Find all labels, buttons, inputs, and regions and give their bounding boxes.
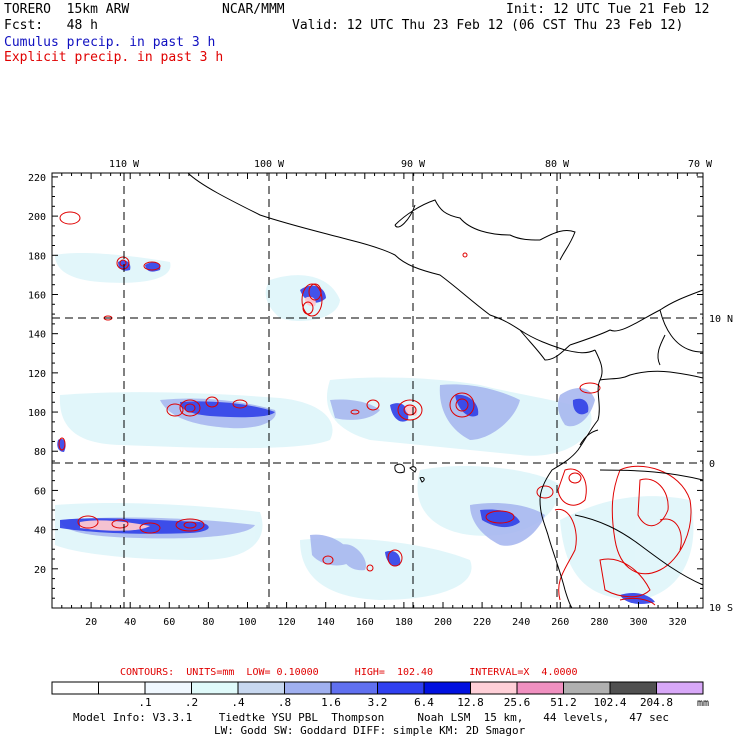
longitude-labels: 110 W 100 W 90 W 80 W 70 W xyxy=(109,159,713,170)
colorbar-swatch xyxy=(563,681,611,695)
valid-time: Valid: 12 UTC Thu 23 Feb 12 (06 CST Thu … xyxy=(292,18,684,33)
colorbar-label: 6.4 xyxy=(414,696,434,709)
colorbar-swatch xyxy=(470,681,518,695)
colorbar-label: 1.6 xyxy=(321,696,341,709)
x-tick-label: 200 xyxy=(434,617,452,628)
x-tick-labels: 20 40 60 80 100 120 140 160 180 200 220 240 260 280 30… xyxy=(85,617,687,628)
colorbar-swatch xyxy=(377,681,425,695)
cumulus-precip-light xyxy=(55,252,694,600)
axis-ticks xyxy=(51,173,703,609)
y-tick-label: 140 xyxy=(28,330,46,341)
contour-caption: CONTOURS: UNITS=mm LOW= 0.10000 HIGH= 10… xyxy=(120,667,578,678)
x-tick-label: 60 xyxy=(163,617,175,628)
x-tick-label: 180 xyxy=(395,617,413,628)
colorbar-swatch xyxy=(516,681,564,695)
y-tick-label: 120 xyxy=(28,369,46,380)
colorbar-labels: .1 .2 .4 .8 1.6 3.2 6.4 12.8 25.6 51.2 102.4 204.8 xyxy=(138,696,673,709)
colorbar xyxy=(51,681,704,695)
latitude-labels: 10 N 0 10 S xyxy=(709,314,733,614)
y-tick-label: 20 xyxy=(34,565,46,576)
x-tick-label: 20 xyxy=(85,617,97,628)
colorbar-label: 3.2 xyxy=(368,696,388,709)
colorbar-swatch xyxy=(330,681,378,695)
coastlines xyxy=(187,172,704,609)
colorbar-label: .8 xyxy=(278,696,291,709)
lat-label-10n: 10 N xyxy=(709,314,733,325)
colorbar-swatch xyxy=(609,681,657,695)
y-tick-label: 200 xyxy=(28,212,46,223)
colorbar-unit: mm xyxy=(697,698,709,709)
colorbar-swatch xyxy=(51,681,99,695)
explicit-precip-contours xyxy=(58,211,692,606)
lat-label-0: 0 xyxy=(709,459,715,470)
x-tick-label: 160 xyxy=(356,617,374,628)
x-tick-label: 100 xyxy=(238,617,256,628)
x-tick-label: 320 xyxy=(669,617,687,628)
colorbar-label: 102.4 xyxy=(593,696,626,709)
y-tick-label: 180 xyxy=(28,251,46,262)
x-tick-label: 260 xyxy=(551,617,569,628)
y-tick-label: 80 xyxy=(34,447,46,458)
colorbar-label: 51.2 xyxy=(550,696,577,709)
colorbar-label: 25.6 xyxy=(504,696,531,709)
x-tick-label: 140 xyxy=(317,617,335,628)
model-title: TORERO 15km ARW xyxy=(4,2,130,17)
colorbar-label: 204.8 xyxy=(640,696,673,709)
colorbar-swatch xyxy=(237,681,285,695)
explicit-legend: Explicit precip. in past 3 h xyxy=(4,50,224,65)
colorbar-swatch xyxy=(144,681,192,695)
y-tick-labels: 20 40 60 80 100 120 140 160 180 200 220 xyxy=(28,173,46,576)
colorbar-swatch xyxy=(98,681,146,695)
x-tick-label: 120 xyxy=(278,617,296,628)
x-tick-label: 300 xyxy=(629,617,647,628)
x-tick-label: 40 xyxy=(124,617,136,628)
forecast-hour: Fcst: 48 h xyxy=(4,18,98,33)
lon-label-110w: 110 W xyxy=(109,159,140,170)
colorbar-label: .2 xyxy=(185,696,198,709)
y-tick-label: 60 xyxy=(34,486,46,497)
y-tick-label: 40 xyxy=(34,526,46,537)
y-tick-label: 220 xyxy=(28,173,46,184)
lon-label-70w: 70 W xyxy=(688,159,713,170)
lon-label-80w: 80 W xyxy=(545,159,570,170)
y-tick-label: 100 xyxy=(28,408,46,419)
lon-label-100w: 100 W xyxy=(254,159,285,170)
x-tick-label: 280 xyxy=(590,617,608,628)
x-tick-label: 80 xyxy=(202,617,214,628)
colorbar-swatch xyxy=(284,681,332,695)
model-info: Model Info: V3.3.1 Tiedtke YSU PBL Thomp… xyxy=(73,711,670,724)
y-tick-label: 160 xyxy=(28,290,46,301)
colorbar-label: .1 xyxy=(138,696,151,709)
x-tick-label: 240 xyxy=(512,617,530,628)
colorbar-swatch xyxy=(656,681,704,695)
cumulus-legend: Cumulus precip. in past 3 h xyxy=(4,35,216,50)
colorbar-swatch xyxy=(423,681,471,695)
colorbar-swatch xyxy=(191,681,239,695)
lon-label-90w: 90 W xyxy=(401,159,426,170)
model-physics: LW: Godd SW: Goddard DIFF: simple KM: 2D… xyxy=(214,724,526,737)
lat-label-10s: 10 S xyxy=(709,603,733,614)
colorbar-label: .4 xyxy=(231,696,245,709)
colorbar-label: 12.8 xyxy=(457,696,484,709)
init-time: Init: 12 UTC Tue 21 Feb 12 xyxy=(506,2,710,17)
org-label: NCAR/MMM xyxy=(222,2,285,17)
lat-lon-grid xyxy=(52,173,703,608)
x-tick-label: 220 xyxy=(473,617,491,628)
